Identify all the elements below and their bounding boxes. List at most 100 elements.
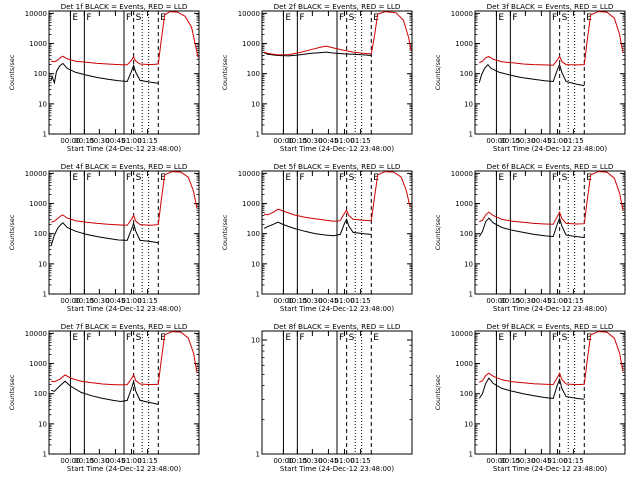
y-tick-label: 100 [34, 70, 47, 78]
event-marker-label: E [498, 173, 504, 183]
y-tick-label: 10 [38, 100, 47, 108]
event-marker-label: F [552, 13, 557, 23]
x-tick-label: 01:15 [563, 297, 583, 305]
x-tick-label: 00:45 [105, 137, 125, 145]
event-marker-label: E [285, 13, 291, 23]
y-tick-label: 10 [38, 260, 47, 268]
panel-title: Det 3f BLACK = Events, RED = LLD [487, 2, 614, 11]
y-tick-label: 1000 [455, 200, 473, 208]
event-marker-label: E [160, 333, 166, 343]
event-marker-label: F [299, 13, 304, 23]
x-tick-label: 00:15 [500, 137, 520, 145]
x-tick-label: 00:15 [287, 297, 307, 305]
y-axis-label: Counts/sec [221, 214, 229, 250]
event-marker-label: F [86, 173, 91, 183]
y-tick-label: 1000 [242, 40, 260, 48]
detector-panel: Det 3f BLACK = Events, RED = LLD 1 10 100 10… [434, 2, 626, 153]
y-axis-label: Counts/sec [221, 54, 229, 90]
event-marker-label: F [126, 333, 131, 343]
y-tick-label: 1 [469, 291, 473, 299]
x-tick-label: 01:00 [547, 457, 567, 465]
x-tick-label: 01:00 [334, 297, 354, 305]
x-tick-label: 00:30 [302, 297, 322, 305]
x-tick-label: 00:15 [74, 457, 94, 465]
detector-panel: Det 7f BLACK = Events, RED = LLD 1 10 100 10… [8, 322, 200, 473]
series-line-events [263, 51, 372, 57]
x-axis-label: Start Time (24-Dec-12 23:48:00) [280, 465, 394, 473]
y-axis-label: Counts/sec [434, 374, 442, 410]
event-marker-label: E [498, 13, 504, 23]
x-tick-label: 01:00 [334, 137, 354, 145]
series-line-events [50, 62, 159, 85]
x-tick-label: 00:45 [531, 297, 551, 305]
x-tick-label: 00:30 [302, 137, 322, 145]
detector-panel: Det 5f BLACK = Events, RED = LLD 1 10 100 10… [221, 162, 413, 313]
y-tick-label: 10000 [238, 170, 260, 178]
x-tick-label: 00:45 [105, 457, 125, 465]
event-marker-label: F [339, 13, 344, 23]
series-line-events [50, 221, 159, 246]
event-marker-label: S [349, 173, 355, 183]
event-marker-label: E [72, 13, 78, 23]
x-tick-label: 00:15 [287, 457, 307, 465]
y-tick-label: 100 [247, 230, 260, 238]
y-tick-label: 1000 [455, 360, 473, 368]
x-tick-label: 00:15 [500, 297, 520, 305]
x-tick-label: 00:00 [60, 457, 80, 465]
x-axis-label: Start Time (24-Dec-12 23:48:00) [280, 145, 394, 153]
event-marker-label: E [160, 13, 166, 23]
x-tick-label: 00:00 [60, 297, 80, 305]
event-marker-label: E [586, 333, 592, 343]
event-marker-label: S [562, 333, 568, 343]
x-tick-label: 00:45 [105, 297, 125, 305]
x-tick-label: 00:00 [273, 297, 293, 305]
y-tick-label: 1 [43, 451, 47, 459]
x-axis-label: Start Time (24-Dec-12 23:48:00) [67, 305, 181, 313]
event-marker-label: E [586, 173, 592, 183]
x-axis-label: Start Time (24-Dec-12 23:48:00) [493, 145, 607, 153]
x-tick-label: 00:00 [273, 137, 293, 145]
x-tick-label: 00:30 [515, 297, 535, 305]
detector-panel: Det 2f BLACK = Events, RED = LLD 1 10 100 10… [221, 2, 413, 153]
series-line-lld [479, 11, 624, 66]
x-tick-label: 00:15 [74, 137, 94, 145]
x-tick-label: 01:15 [137, 297, 157, 305]
panel-title: Det 8f BLACK = Events, RED = LLD [274, 322, 401, 331]
series-line-events [478, 377, 585, 400]
y-tick-label: 1 [43, 131, 47, 139]
x-tick-label: 01:15 [563, 137, 583, 145]
x-tick-label: 01:15 [137, 457, 157, 465]
x-tick-label: 00:00 [273, 457, 293, 465]
event-marker-label: S [349, 13, 355, 23]
event-marker-label: E [160, 173, 166, 183]
panel-title: Det 9f BLACK = Events, RED = LLD [487, 322, 614, 331]
y-axis-label: Counts/sec [8, 54, 16, 90]
x-tick-label: 01:15 [137, 137, 157, 145]
panel-title: Det 7f BLACK = Events, RED = LLD [61, 322, 188, 331]
x-tick-label: 01:15 [563, 457, 583, 465]
event-marker-label: E [586, 13, 592, 23]
x-tick-label: 00:45 [318, 137, 338, 145]
y-tick-label: 10 [464, 100, 473, 108]
event-marker-label: F [126, 13, 131, 23]
y-tick-label: 1 [256, 131, 260, 139]
y-tick-label: 100 [34, 230, 47, 238]
y-tick-label: 100 [34, 390, 47, 398]
event-marker-label: E [285, 173, 291, 183]
event-marker-label: F [299, 333, 304, 343]
x-axis-label: Start Time (24-Dec-12 23:48:00) [67, 465, 181, 473]
y-tick-label: 1000 [29, 40, 47, 48]
x-tick-label: 01:00 [547, 137, 567, 145]
x-tick-label: 01:15 [350, 137, 370, 145]
y-tick-label: 10 [251, 260, 260, 268]
event-marker-label: F [86, 13, 91, 23]
x-tick-label: 00:15 [74, 297, 94, 305]
x-tick-label: 00:45 [318, 457, 338, 465]
series-line-events [478, 63, 585, 87]
event-marker-label: E [285, 333, 291, 343]
event-marker-label: F [512, 173, 517, 183]
series-line-lld [263, 171, 411, 222]
y-tick-label: 1 [469, 451, 473, 459]
x-tick-label: 01:15 [350, 457, 370, 465]
y-tick-label: 10 [464, 420, 473, 428]
